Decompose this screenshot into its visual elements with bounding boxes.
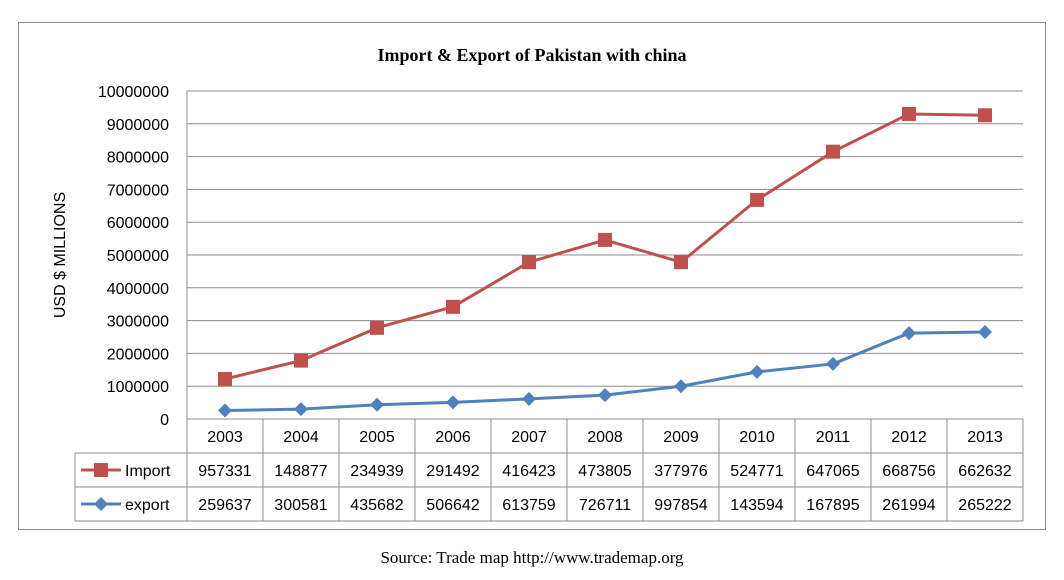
- x-category-label: 2011: [816, 429, 851, 446]
- y-tick-label: 0: [160, 412, 169, 429]
- x-category-label: 2013: [967, 429, 1003, 446]
- y-tick-label: 9000000: [107, 117, 169, 134]
- legend-key-marker: [94, 497, 108, 511]
- table-value: 291492: [426, 463, 479, 480]
- data-point: [978, 108, 992, 123]
- data-point: [522, 391, 536, 406]
- data-point: [370, 397, 384, 412]
- x-category-label: 2012: [891, 429, 927, 446]
- data-point: [902, 326, 916, 341]
- data-point: [294, 353, 308, 368]
- x-category-label: 2005: [359, 429, 395, 446]
- table-value: 148877: [274, 463, 327, 480]
- y-tick-label: 7000000: [107, 182, 169, 199]
- data-point: [902, 106, 916, 121]
- y-tick-label: 2000000: [107, 346, 169, 363]
- data-point: [978, 325, 992, 340]
- table-value: 506642: [426, 497, 479, 514]
- data-point: [446, 395, 460, 410]
- data-point: [674, 255, 688, 270]
- table-value: 473805: [578, 463, 631, 480]
- table-value: 668756: [882, 463, 935, 480]
- x-category-label: 2007: [511, 429, 547, 446]
- table-value: 647065: [806, 463, 859, 480]
- data-point: [826, 356, 840, 371]
- y-tick-label: 10000000: [98, 84, 169, 101]
- data-point: [370, 320, 384, 335]
- data-point: [294, 402, 308, 417]
- x-category-label: 2003: [207, 429, 243, 446]
- table-value: 662632: [958, 463, 1011, 480]
- data-point: [522, 255, 536, 270]
- x-category-label: 2008: [587, 429, 623, 446]
- table-value: 259637: [198, 497, 251, 514]
- data-point: [750, 192, 764, 207]
- table-value: 957331: [198, 463, 251, 480]
- data-point: [218, 371, 232, 386]
- chart-title: Import & Export of Pakistan with china: [377, 45, 686, 65]
- legend-key-marker: [94, 463, 108, 477]
- x-category-label: 2010: [739, 429, 775, 446]
- legend-label: export: [125, 497, 170, 514]
- y-tick-label: 1000000: [107, 379, 169, 396]
- table-value: 167895: [806, 497, 859, 514]
- legend-label: Import: [125, 463, 171, 480]
- y-tick-label: 6000000: [107, 215, 169, 232]
- data-point: [674, 379, 688, 394]
- table-value: 524771: [730, 463, 783, 480]
- x-category-label: 2004: [283, 429, 319, 446]
- source-caption: Source: Trade map http://www.trademap.or…: [380, 548, 684, 567]
- y-tick-label: 4000000: [107, 281, 169, 298]
- table-value: 143594: [730, 497, 783, 514]
- data-point: [750, 364, 764, 379]
- y-tick-label: 5000000: [107, 248, 169, 265]
- table-value: 997854: [654, 497, 707, 514]
- chart-frame: Import & Export of Pakistan with china US…: [18, 22, 1046, 530]
- y-tick-label: 8000000: [107, 150, 169, 167]
- y-axis-title: USD $ MILLIONS: [52, 192, 69, 318]
- data-point: [598, 232, 612, 247]
- table-value: 265222: [958, 497, 1011, 514]
- table-value: 726711: [579, 497, 631, 514]
- table-value: 435682: [350, 497, 403, 514]
- x-category-label: 2006: [435, 429, 471, 446]
- table-value: 300581: [274, 497, 327, 514]
- table-value: 613759: [502, 497, 555, 514]
- table-value: 261994: [882, 497, 935, 514]
- x-category-label: 2009: [663, 429, 699, 446]
- data-point: [218, 403, 232, 418]
- table-value: 377976: [654, 463, 707, 480]
- data-point: [446, 299, 460, 314]
- y-tick-label: 3000000: [107, 314, 169, 331]
- line-chart: Import & Export of Pakistan with china US…: [52, 45, 1024, 522]
- data-point: [826, 144, 840, 159]
- table-value: 416423: [502, 463, 555, 480]
- table-value: 234939: [350, 463, 403, 480]
- data-point: [598, 388, 612, 403]
